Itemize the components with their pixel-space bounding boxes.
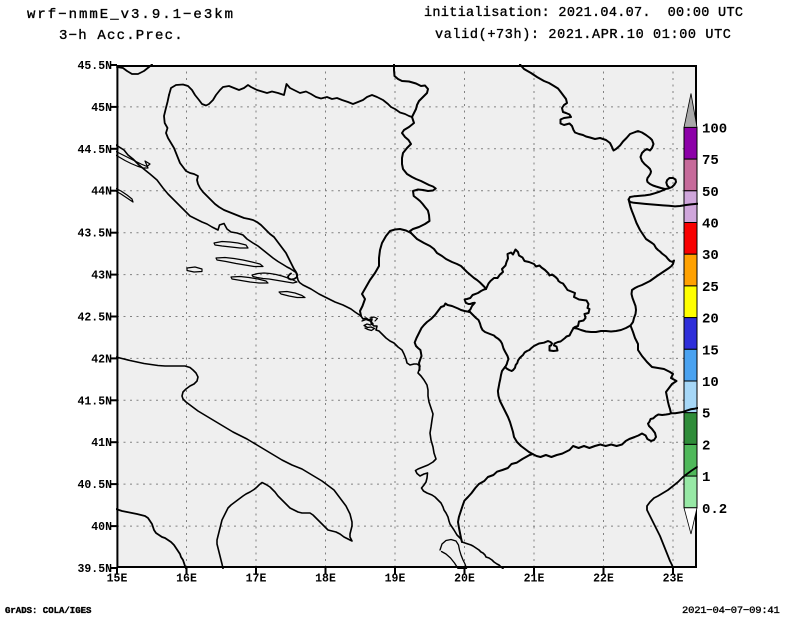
- svg-text:42N: 42N: [91, 353, 112, 366]
- svg-text:10: 10: [702, 375, 719, 391]
- svg-text:1: 1: [702, 470, 710, 486]
- svg-text:40N: 40N: [91, 521, 112, 534]
- svg-text:39.5N: 39.5N: [77, 563, 112, 576]
- svg-text:16E: 16E: [176, 573, 197, 586]
- svg-text:15: 15: [702, 343, 719, 359]
- svg-text:23E: 23E: [663, 573, 684, 586]
- svg-text:2: 2: [702, 438, 710, 454]
- svg-text:21E: 21E: [524, 573, 545, 586]
- svg-text:0.2: 0.2: [702, 502, 727, 518]
- svg-text:5: 5: [702, 407, 710, 423]
- svg-text:18E: 18E: [315, 573, 336, 586]
- svg-text:42.5N: 42.5N: [77, 312, 112, 325]
- svg-text:19E: 19E: [385, 573, 406, 586]
- svg-text:17E: 17E: [246, 573, 267, 586]
- svg-text:100: 100: [702, 121, 727, 137]
- svg-text:50: 50: [702, 185, 719, 201]
- svg-text:40.5N: 40.5N: [77, 479, 112, 492]
- svg-text:45.5N: 45.5N: [77, 60, 112, 73]
- svg-text:44N: 44N: [91, 186, 112, 199]
- svg-text:41N: 41N: [91, 437, 112, 450]
- svg-text:25: 25: [702, 280, 719, 296]
- svg-text:41.5N: 41.5N: [77, 395, 112, 408]
- svg-text:20: 20: [702, 312, 719, 328]
- svg-text:15E: 15E: [107, 573, 128, 586]
- svg-text:43.5N: 43.5N: [77, 228, 112, 241]
- svg-text:22E: 22E: [593, 573, 614, 586]
- svg-text:44.5N: 44.5N: [77, 144, 112, 157]
- svg-text:45N: 45N: [91, 102, 112, 115]
- svg-text:30: 30: [702, 248, 719, 264]
- svg-text:75: 75: [702, 153, 719, 169]
- svg-text:20E: 20E: [454, 573, 475, 586]
- svg-text:40: 40: [702, 217, 719, 233]
- svg-text:43N: 43N: [91, 270, 112, 283]
